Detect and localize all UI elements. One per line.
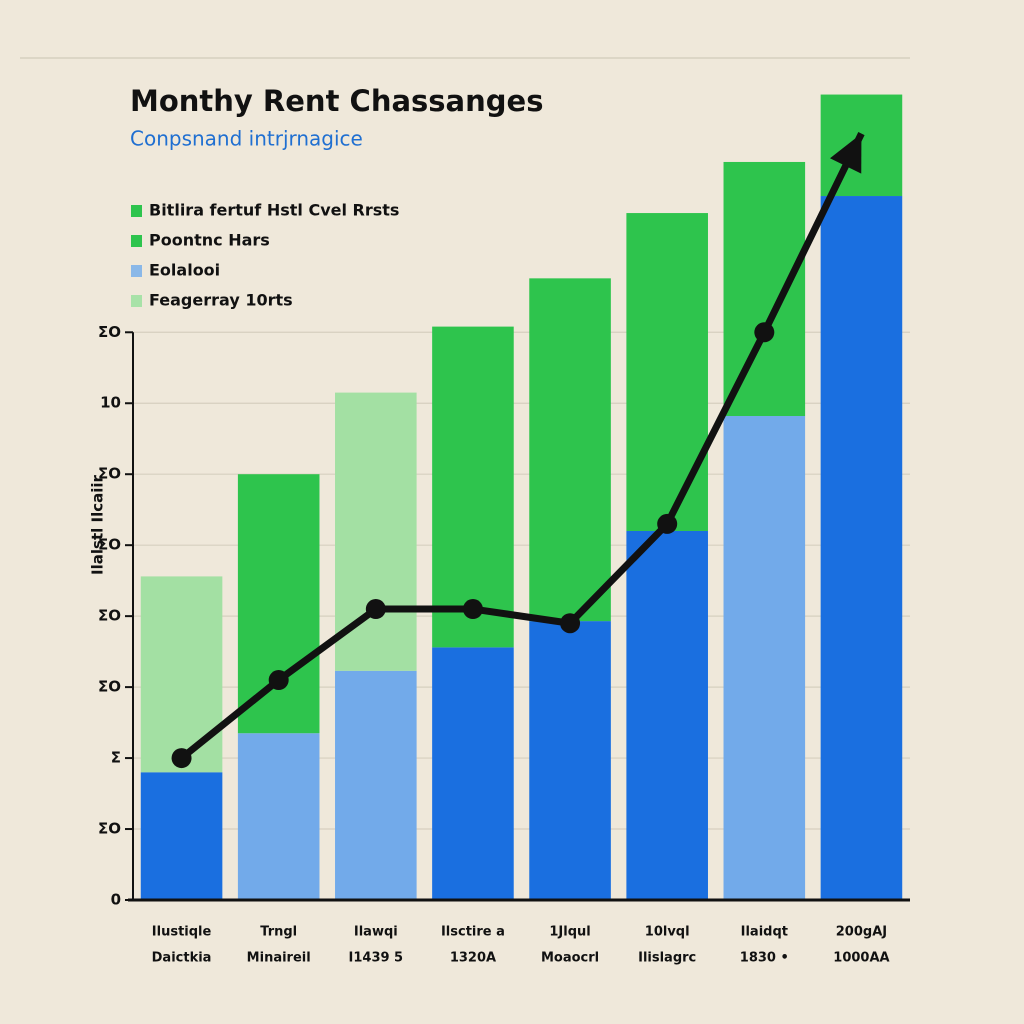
x-tick-sublabel: 1000AA: [833, 951, 889, 966]
line-point: [560, 613, 581, 634]
y-tick-label: ΣO: [98, 323, 121, 341]
x-tick-sublabel: Moaocrl: [541, 951, 599, 966]
x-tick-label: 1Jlqul: [549, 925, 590, 940]
legend-swatch: [131, 205, 142, 217]
y-tick-label: Σ: [111, 749, 121, 767]
x-tick-label: 200gAJ: [836, 925, 887, 940]
bar-segment: [723, 161, 806, 417]
bar-segment: [140, 772, 223, 900]
x-tick-label: Trngl: [260, 925, 297, 940]
line-point: [268, 670, 289, 691]
x-tick-label: Ilustiqle: [152, 925, 212, 940]
legend-label: Feagerray 10rts: [149, 291, 293, 310]
y-tick-label: ΣO: [98, 536, 121, 554]
y-axis-label: Ilalstl Ilcaiir: [89, 474, 107, 574]
bar-segment: [237, 474, 320, 734]
y-tick-label: 0: [111, 891, 121, 909]
x-tick-sublabel: Daictkia: [152, 951, 212, 966]
x-tick-sublabel: 1830 •: [740, 951, 789, 966]
bar-segment: [140, 576, 223, 773]
bar-segment: [529, 621, 611, 900]
arrow-head: [829, 133, 862, 174]
legend-swatch: [131, 235, 142, 247]
y-tick-label: ΣO: [98, 820, 121, 838]
line-point: [754, 322, 775, 343]
line-point: [365, 599, 386, 620]
x-tick-label: 10lvql: [645, 925, 690, 940]
bar-segment: [432, 326, 514, 648]
chart-title: Monthy Rent Chassanges: [130, 84, 543, 118]
y-tick-label: 10: [100, 394, 121, 412]
bar-segment: [820, 94, 903, 197]
legend-label: Poontnc Hars: [149, 231, 270, 250]
y-tick-label: ΣO: [98, 678, 121, 696]
bar-segment: [335, 392, 417, 671]
bar-segment: [820, 196, 903, 900]
line-point: [657, 513, 678, 534]
y-tick-label: ΣO: [98, 607, 121, 625]
bar-segment: [237, 733, 320, 900]
bar-segment: [626, 530, 708, 900]
legend-swatch: [131, 265, 142, 277]
bar-segment: [432, 647, 514, 900]
x-tick-label: Ilsctire a: [441, 925, 505, 940]
bar-segment: [335, 670, 417, 900]
x-tick-sublabel: I1439 5: [349, 951, 404, 966]
x-tick-label: Ilaidqt: [741, 925, 788, 940]
chart-subtitle: Conpsnand intrjrnagice: [130, 127, 363, 151]
trend-line: [179, 132, 865, 761]
legend-label: Eolalooi: [149, 261, 220, 280]
legend-swatch: [131, 295, 142, 307]
x-tick-sublabel: Minaireil: [247, 951, 311, 966]
x-tick-label: Ilawqi: [354, 925, 398, 940]
x-tick-sublabel: 1320A: [450, 951, 496, 966]
bar-segment: [626, 213, 708, 531]
y-tick-label: ΣO: [98, 465, 121, 483]
bar-segment: [723, 416, 806, 900]
bar-segment: [529, 278, 611, 622]
x-tick-sublabel: Ilislagrc: [638, 951, 696, 966]
line-point: [462, 599, 483, 620]
legend-label: Bitlira fertuf Hstl Cvel Rrsts: [149, 201, 399, 220]
line-point: [171, 748, 192, 769]
